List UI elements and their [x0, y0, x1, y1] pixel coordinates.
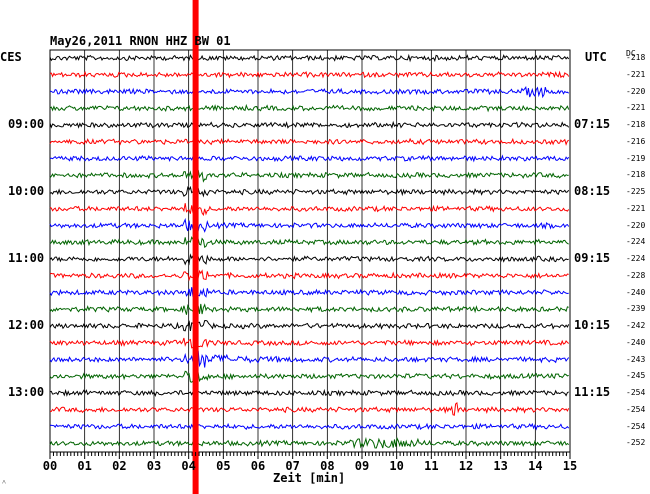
- event-marker-line: [192, 0, 199, 494]
- dc-offset-label: -225: [626, 187, 646, 196]
- x-tick-label: 04: [181, 459, 196, 473]
- dc-offset-label: -224: [626, 254, 646, 263]
- seismogram-trace-green: [49, 169, 569, 183]
- dc-offset-label: -218: [626, 53, 646, 62]
- plot-title: May26,2011 RNON HHZ BW 01: [50, 34, 231, 48]
- seismogram-trace-black: [49, 53, 570, 63]
- seismogram-trace-black: [49, 388, 569, 398]
- seismogram-trace-blue: [49, 287, 569, 298]
- right-timezone-label: UTC: [585, 50, 607, 64]
- seismogram-trace-red: [49, 203, 570, 217]
- corner-mark: ˄: [2, 478, 6, 486]
- dc-offset-label: -252: [626, 438, 646, 448]
- x-tick-label: 09: [354, 459, 370, 473]
- right-time-label: 07:15: [574, 117, 611, 131]
- x-axis-label: Zeit [min]: [273, 471, 346, 485]
- seismogram-trace-blue: [49, 350, 570, 368]
- dc-offset-label: -228: [626, 270, 646, 280]
- seismogram-trace-black: [49, 253, 569, 266]
- x-tick-label: 02: [112, 459, 127, 473]
- seismogram-trace-blue: [49, 86, 570, 99]
- event-marker-layer: [192, 0, 199, 494]
- dc-offset-label: -218: [626, 170, 646, 180]
- seismogram-trace-red: [49, 269, 569, 282]
- seismogram-trace-red: [49, 137, 570, 146]
- seismogram-trace-black: [49, 319, 570, 332]
- x-tick-label: 10: [389, 459, 404, 473]
- dc-offset-label: -254: [626, 404, 646, 414]
- seismogram-trace-green: [49, 370, 569, 383]
- x-axis: [49, 452, 571, 459]
- left-time-label: 09:00: [8, 117, 45, 131]
- x-tick-label: 12: [458, 459, 474, 473]
- seismogram-trace-blue: [49, 422, 570, 431]
- x-tick-label: 08: [320, 459, 335, 473]
- right-time-label: 11:15: [574, 385, 611, 399]
- dc-offset-label: -221: [626, 203, 646, 213]
- dc-offset-label: -216: [626, 136, 646, 146]
- seismogram-trace-black: [49, 185, 570, 198]
- x-tick-label: 14: [528, 459, 543, 473]
- trace-layer: [49, 53, 570, 450]
- left-time-label: 11:00: [8, 251, 45, 265]
- dc-offset-label: -245: [626, 371, 646, 381]
- dc-offset-label: -254: [626, 421, 646, 431]
- x-tick-label: 07: [285, 459, 300, 473]
- right-time-label: 08:15: [574, 184, 611, 198]
- x-tick-label: 11: [424, 459, 439, 473]
- dc-header-label: DC: [626, 49, 636, 58]
- dc-offset-label: -224: [626, 237, 646, 247]
- left-time-label: 10:00: [8, 184, 45, 198]
- right-time-label: 10:15: [574, 318, 611, 332]
- dc-offset-label: -254: [626, 388, 646, 397]
- seismogram-trace-green: [49, 303, 569, 315]
- dc-offset-label: -218: [626, 120, 646, 129]
- x-tick-label: 00: [42, 459, 58, 473]
- seismogram-trace-green: [49, 236, 569, 249]
- dc-offset-label: -240: [626, 337, 646, 347]
- right-time-label: 09:15: [574, 251, 611, 265]
- x-tick-label: 06: [250, 459, 266, 473]
- seismogram-trace-green: [49, 103, 570, 113]
- dc-offset-label: -240: [626, 287, 646, 297]
- left-time-label: 12:00: [8, 318, 45, 332]
- x-tick-label: 01: [77, 459, 92, 473]
- seismogram-trace-red: [49, 70, 570, 79]
- seismogram-trace-red: [49, 337, 570, 349]
- x-tick-label: 05: [216, 459, 231, 473]
- seismogram-trace-green: [49, 436, 570, 450]
- dc-offset-label: -220: [626, 220, 646, 230]
- x-tick-label: 13: [493, 459, 508, 473]
- dc-offset-label: -221: [626, 69, 646, 79]
- dc-offset-label: -221: [626, 103, 646, 113]
- dc-offset-label: -243: [626, 354, 646, 364]
- dc-offset-label: -242: [626, 321, 646, 330]
- seismogram-trace-red: [49, 401, 570, 416]
- seismogram-trace-blue: [49, 217, 570, 233]
- dc-offset-label: -239: [626, 304, 646, 314]
- left-timezone-label: CES: [0, 50, 22, 64]
- x-tick-label: 03: [146, 459, 162, 473]
- dc-offset-label: -219: [626, 153, 646, 163]
- left-time-label: 13:00: [8, 385, 45, 399]
- x-tick-label: 15: [562, 459, 578, 473]
- seismogram-trace-black: [49, 120, 570, 129]
- seismogram-trace-blue: [49, 154, 570, 163]
- dc-offset-label: -220: [626, 86, 646, 96]
